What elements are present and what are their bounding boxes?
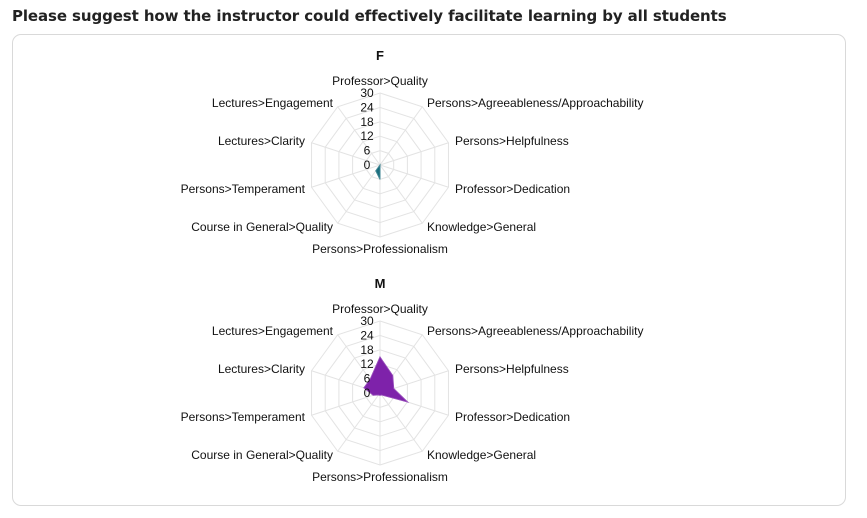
axis-label: Lectures>Engagement xyxy=(212,96,334,110)
page-heading: Please suggest how the instructor could … xyxy=(12,7,727,25)
chart-card xyxy=(12,34,846,506)
tick-label: 30 xyxy=(360,314,374,328)
grid-spoke xyxy=(379,106,423,166)
axis-label: Persons>Temperament xyxy=(181,182,306,196)
axis-label: Persons>Professionalism xyxy=(312,242,448,256)
axis-label: Professor>Quality xyxy=(332,74,428,88)
radar-series-area xyxy=(375,163,381,180)
axis-label: Lectures>Engagement xyxy=(212,324,334,338)
grid-spoke xyxy=(379,392,423,452)
axis-label: Persons>Professionalism xyxy=(312,470,448,484)
grid-spoke xyxy=(311,142,381,166)
chart-title: M xyxy=(375,276,386,291)
grid-spoke xyxy=(311,392,381,416)
grid-spoke xyxy=(311,164,381,188)
axis-label: Course in General>Quality xyxy=(191,448,333,462)
axis-label: Persons>Agreeableness/Approachability xyxy=(427,324,643,338)
chart-title: F xyxy=(376,48,384,63)
tick-label: 6 xyxy=(364,144,371,158)
grid-spoke xyxy=(337,392,381,452)
tick-label: 0 xyxy=(364,386,371,400)
tick-label: 12 xyxy=(360,129,374,143)
tick-label: 18 xyxy=(360,115,374,129)
tick-label: 24 xyxy=(360,100,374,114)
axis-label: Professor>Quality xyxy=(332,302,428,316)
axis-label: Professor>Dedication xyxy=(455,410,570,424)
axis-label: Persons>Temperament xyxy=(181,410,306,424)
axis-label: Persons>Agreeableness/Approachability xyxy=(427,96,643,110)
grid-spoke xyxy=(337,106,381,166)
grid-spoke xyxy=(379,164,423,224)
axis-label: Professor>Dedication xyxy=(455,182,570,196)
axis-label: Persons>Helpfulness xyxy=(455,362,569,376)
tick-label: 6 xyxy=(364,372,371,386)
tick-label: 0 xyxy=(364,158,371,172)
tick-label: 30 xyxy=(360,86,374,100)
radar-series-outline xyxy=(375,164,381,180)
grid-spoke xyxy=(379,164,449,188)
axis-label: Lectures>Clarity xyxy=(218,134,305,148)
grid-spoke xyxy=(379,142,449,166)
axis-label: Knowledge>General xyxy=(427,448,536,462)
axis-label: Course in General>Quality xyxy=(191,220,333,234)
axis-label: Lectures>Clarity xyxy=(218,362,305,376)
axis-label: Knowledge>General xyxy=(427,220,536,234)
tick-label: 12 xyxy=(360,357,374,371)
grid-spoke xyxy=(337,164,381,224)
axis-label: Persons>Helpfulness xyxy=(455,134,569,148)
tick-label: 24 xyxy=(360,328,374,342)
tick-label: 18 xyxy=(360,343,374,357)
